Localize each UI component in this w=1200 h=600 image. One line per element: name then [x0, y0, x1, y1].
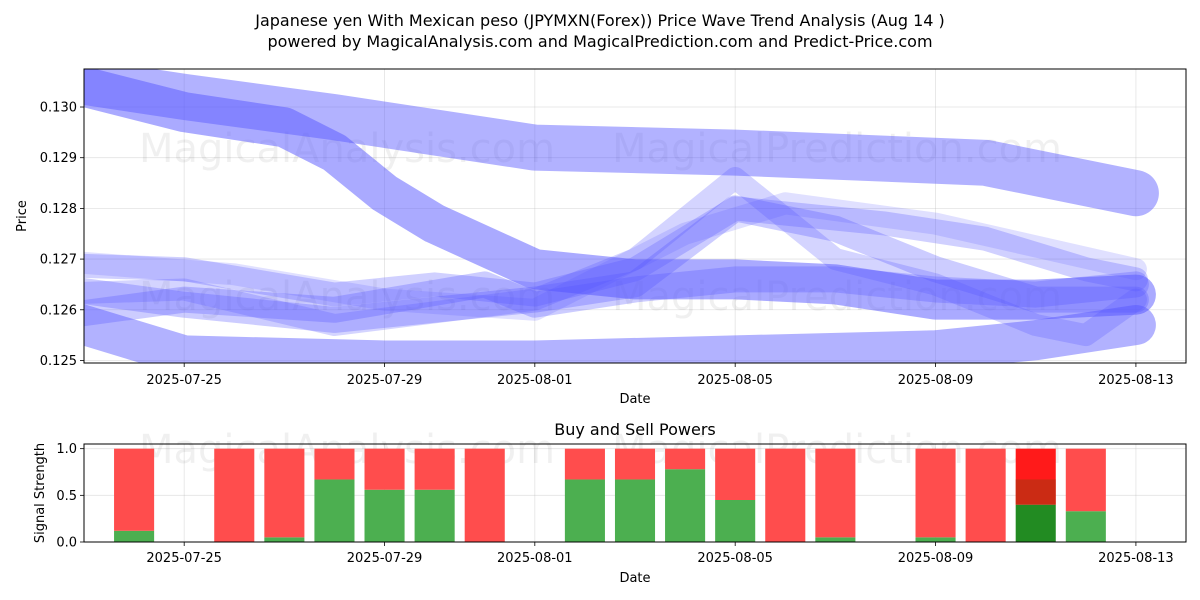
buy-power-bar — [614, 479, 656, 542]
price-x-tick-label: 2025-07-25 — [146, 373, 222, 388]
price-wave-line-6 — [84, 167, 1147, 347]
signal-y-tick-label: 1.0 — [56, 442, 77, 457]
sell-power-bar — [815, 448, 856, 538]
sell-power-bar — [715, 448, 756, 500]
price-wave-line-7 — [84, 266, 1149, 327]
buy-power-bar — [114, 530, 155, 542]
buy-power-bar — [414, 489, 455, 542]
price-x-tick-label: 2025-08-01 — [497, 373, 573, 388]
sell-power-bar — [915, 448, 956, 538]
signal-x-tick-label: 2025-08-09 — [898, 551, 974, 566]
buy-power-bar — [665, 469, 706, 542]
price-wave-line-2 — [84, 69, 1156, 320]
price-y-tick-label: 0.128 — [40, 202, 77, 217]
sell-power-bar — [1065, 448, 1106, 512]
price-x-tick-label: 2025-07-29 — [347, 373, 423, 388]
signal-x-tick-label: 2025-08-01 — [497, 551, 573, 566]
price-x-tick-label: 2025-08-09 — [898, 373, 974, 388]
buy-power-bar — [915, 537, 956, 542]
price-y-tick-label: 0.126 — [40, 303, 77, 318]
buy-power-bar — [715, 500, 756, 542]
chart-subtitle: powered by MagicalAnalysis.com and Magic… — [267, 32, 932, 51]
price-y-tick-label: 0.130 — [40, 101, 77, 116]
buy-power-bar — [314, 479, 355, 542]
sell-power-bar — [364, 448, 405, 490]
buy-power-bar — [1065, 511, 1106, 542]
sell-power-bar — [665, 448, 706, 470]
price-y-axis-label: Price — [15, 200, 30, 232]
sell-power-bar — [765, 448, 806, 542]
sell-power-bar — [414, 448, 455, 490]
price-y-tick-label: 0.125 — [40, 354, 77, 369]
price-panel: MagicalAnalysis.com MagicalPrediction.co… — [15, 68, 1187, 407]
signal-y-tick-label: 0.0 — [56, 536, 77, 551]
price-series-group — [84, 69, 1159, 363]
price-x-tick-label: 2025-08-13 — [1098, 373, 1174, 388]
price-y-tick-label: 0.127 — [40, 253, 77, 268]
signal-x-tick-label: 2025-07-29 — [347, 551, 423, 566]
price-x-tick-label: 2025-08-05 — [697, 373, 773, 388]
sell-power-bar — [264, 448, 305, 538]
signal-x-tick-label: 2025-07-25 — [146, 551, 222, 566]
price-wave-line-8 — [84, 192, 1147, 321]
sell-power-bar — [614, 448, 656, 480]
overlap-power-bar — [1015, 479, 1056, 505]
price-wave-line-5 — [84, 196, 1148, 307]
buy-power-bar — [1015, 504, 1056, 542]
price-series — [84, 69, 1159, 363]
signal-panel-title: Buy and Sell Powers — [554, 420, 716, 439]
price-axes: 2025-07-25 2025-07-29 2025-08-01 2025-08-05… — [40, 101, 1174, 388]
price-y-tick-label: 0.129 — [40, 151, 77, 166]
signal-x-tick-label: 2025-08-05 — [697, 551, 773, 566]
sell-power-bar — [965, 448, 1006, 542]
signal-y-tick-label: 0.5 — [56, 489, 77, 504]
sell-power-bar — [464, 448, 505, 542]
price-wave-line-3 — [84, 304, 1156, 363]
sell-power-bar — [114, 448, 155, 531]
signal-x-tick-label: 2025-08-13 — [1098, 551, 1174, 566]
signal-axes: 2025-07-25 2025-07-29 2025-08-01 2025-08-05… — [56, 442, 1173, 566]
price-plot-frame — [83, 68, 1187, 364]
signal-x-axis-label: Date — [619, 571, 650, 586]
signal-bars — [114, 448, 1106, 542]
signal-y-axis-label: Signal Strength — [33, 443, 48, 543]
buy-power-bar — [815, 537, 856, 542]
watermark-prediction: MagicalPrediction.com — [612, 126, 1062, 172]
watermark-analysis-low: MagicalAnalysis.com — [139, 274, 555, 320]
buy-power-bar — [264, 537, 305, 542]
buy-power-bar — [364, 489, 405, 542]
buy-power-bar — [564, 479, 605, 542]
price-x-axis-label: Date — [619, 392, 650, 407]
sell-power-bar — [214, 448, 255, 542]
signal-panel: Buy and Sell Powers MagicalAnalysis.com … — [33, 420, 1187, 586]
chart-title: Japanese yen With Mexican peso (JPYMXN(F… — [254, 11, 945, 30]
sell-power-bar — [564, 448, 605, 480]
sell-power-bar — [314, 448, 355, 480]
price-wave-line-4 — [84, 195, 1149, 333]
signal-plot-frame — [83, 443, 1187, 543]
